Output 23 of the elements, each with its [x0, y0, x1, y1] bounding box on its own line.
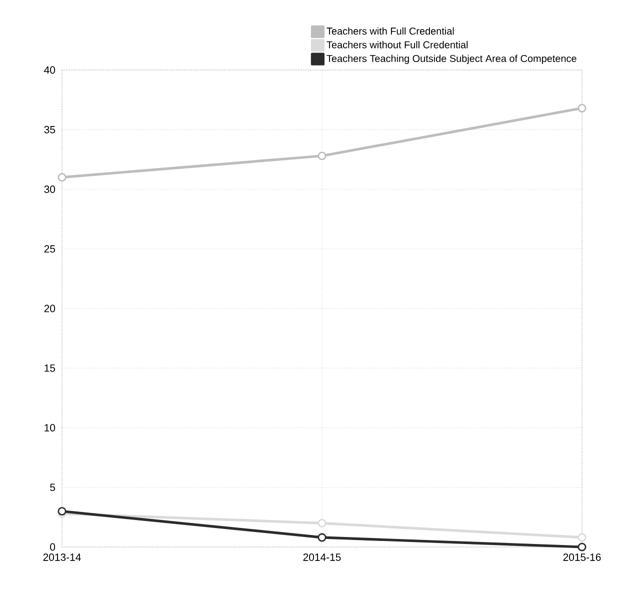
y-tick-label: 25: [44, 245, 56, 253]
point: [318, 152, 326, 160]
point: [578, 104, 586, 112]
legend-label: Teachers Teaching Outside Subject Area of Competence: [326, 54, 576, 64]
point: [58, 506, 66, 516]
point: [318, 518, 326, 528]
x-tick-label: 2015-16: [563, 554, 601, 561]
y-tick-label: 5: [50, 484, 56, 492]
legend-label: Teachers without Full Credential: [326, 41, 468, 48]
y-tick-label: 30: [44, 186, 56, 193]
y-tick-label: 10: [44, 424, 56, 432]
point: [578, 533, 586, 542]
legend-label: Teachers with Full Credential: [326, 27, 454, 35]
point: [578, 542, 586, 552]
point: [318, 533, 326, 542]
x-tick-label: 2014-15: [303, 554, 341, 561]
y-tick-label: 40: [44, 66, 56, 74]
y-tick-label: 20: [44, 304, 56, 312]
y-tick-label: 35: [44, 126, 56, 134]
x-tick-label: 2013-14: [43, 554, 81, 561]
y-tick-label: 15: [44, 364, 56, 372]
point: [58, 173, 66, 182]
y-tick-label: 0: [50, 543, 56, 551]
